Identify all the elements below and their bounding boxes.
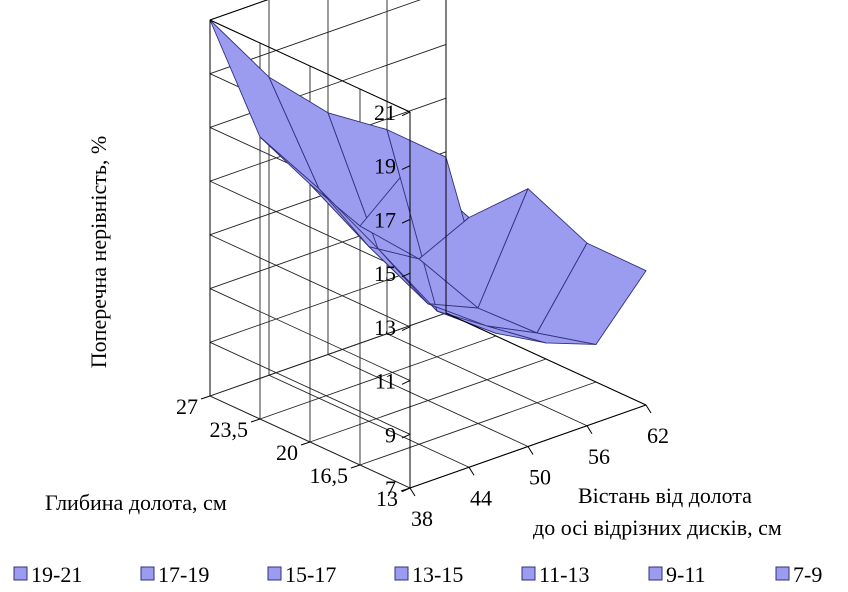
y-axis-ticks: 13 16,5 20 23,5 27 <box>176 394 411 511</box>
z-tick-label: 19 <box>374 154 396 179</box>
y-tick-mark <box>400 487 411 492</box>
x-tick-label: 38 <box>411 506 433 531</box>
legend-label: 11-13 <box>539 562 590 587</box>
x-tick-mark <box>409 487 416 497</box>
legend-swatch <box>775 566 790 581</box>
frame-edges <box>209 0 647 489</box>
floor-gridline <box>309 358 547 443</box>
x-tick-mark <box>645 404 652 414</box>
z-tick-label: 13 <box>374 315 396 340</box>
legend-swatch <box>648 566 663 581</box>
x-tick-label: 44 <box>470 485 492 510</box>
surface-patch <box>536 242 647 345</box>
y-tick-label: 23,5 <box>210 417 249 442</box>
z-tick-label: 21 <box>374 100 396 125</box>
frame-edge <box>445 312 647 406</box>
y-tick-mark <box>200 395 211 400</box>
legend-swatch <box>267 566 282 581</box>
y-tick-label: 27 <box>176 394 198 419</box>
z-tick-mark <box>401 326 411 332</box>
z-tick-mark <box>401 272 411 278</box>
y-tick-label: 13 <box>376 486 398 511</box>
z-tick-mark <box>401 433 411 439</box>
y-axis-label: Глибина долота, см <box>45 490 227 515</box>
z-axis-ticks: 7 9 11 13 15 17 19 21 <box>374 100 411 501</box>
x-tick-mark <box>527 446 534 455</box>
x-tick-mark <box>586 425 593 435</box>
y-tick-label: 20 <box>276 440 298 465</box>
z-tick-mark <box>401 218 411 224</box>
z-tick-label: 11 <box>375 369 396 394</box>
x-axis-ticks: 38 44 50 56 62 <box>409 404 669 531</box>
x-tick-label: 56 <box>588 444 610 469</box>
legend-label: 9-11 <box>666 562 706 587</box>
z-tick-label: 15 <box>374 261 396 286</box>
legend: 19-21 17-19 15-17 13-15 11-13 9-11 7-9 <box>13 562 822 587</box>
x-axis-label-line1: Вістань від долота <box>578 483 752 508</box>
z-axis-label: Поперечна нерівність, % <box>86 136 111 368</box>
frame-edge <box>209 0 269 21</box>
z-tick-label: 17 <box>374 207 396 232</box>
floor-gridline <box>359 381 597 466</box>
y-tick-label: 16,5 <box>310 463 349 488</box>
z-tick-mark <box>401 165 411 170</box>
legend-swatch <box>13 566 28 581</box>
legend-label: 7-9 <box>793 562 822 587</box>
legend-swatch <box>521 566 536 581</box>
x-tick-label: 62 <box>647 423 669 448</box>
x-tick-mark <box>468 466 475 476</box>
x-axis-label-line2: до осі відрізних дисків, см <box>533 515 782 540</box>
frame-edge <box>209 19 411 113</box>
floor-gridline <box>259 335 497 420</box>
legend-label: 19-21 <box>31 562 82 587</box>
y-tick-mark <box>300 441 311 446</box>
legend-label: 15-17 <box>285 562 336 587</box>
surface-plot <box>209 19 647 345</box>
x-tick-label: 50 <box>529 465 551 490</box>
z-tick-label: 9 <box>385 422 396 447</box>
y-tick-mark <box>350 464 361 469</box>
legend-swatch <box>394 566 409 581</box>
floor-gridline <box>209 312 447 397</box>
z-tick-mark <box>401 111 411 117</box>
legend-label: 13-15 <box>412 562 463 587</box>
z-tick-label: 7 <box>385 476 396 501</box>
legend-label: 17-19 <box>158 562 209 587</box>
y-tick-mark <box>250 418 261 423</box>
z-tick-mark <box>401 380 411 385</box>
legend-swatch <box>140 566 155 581</box>
